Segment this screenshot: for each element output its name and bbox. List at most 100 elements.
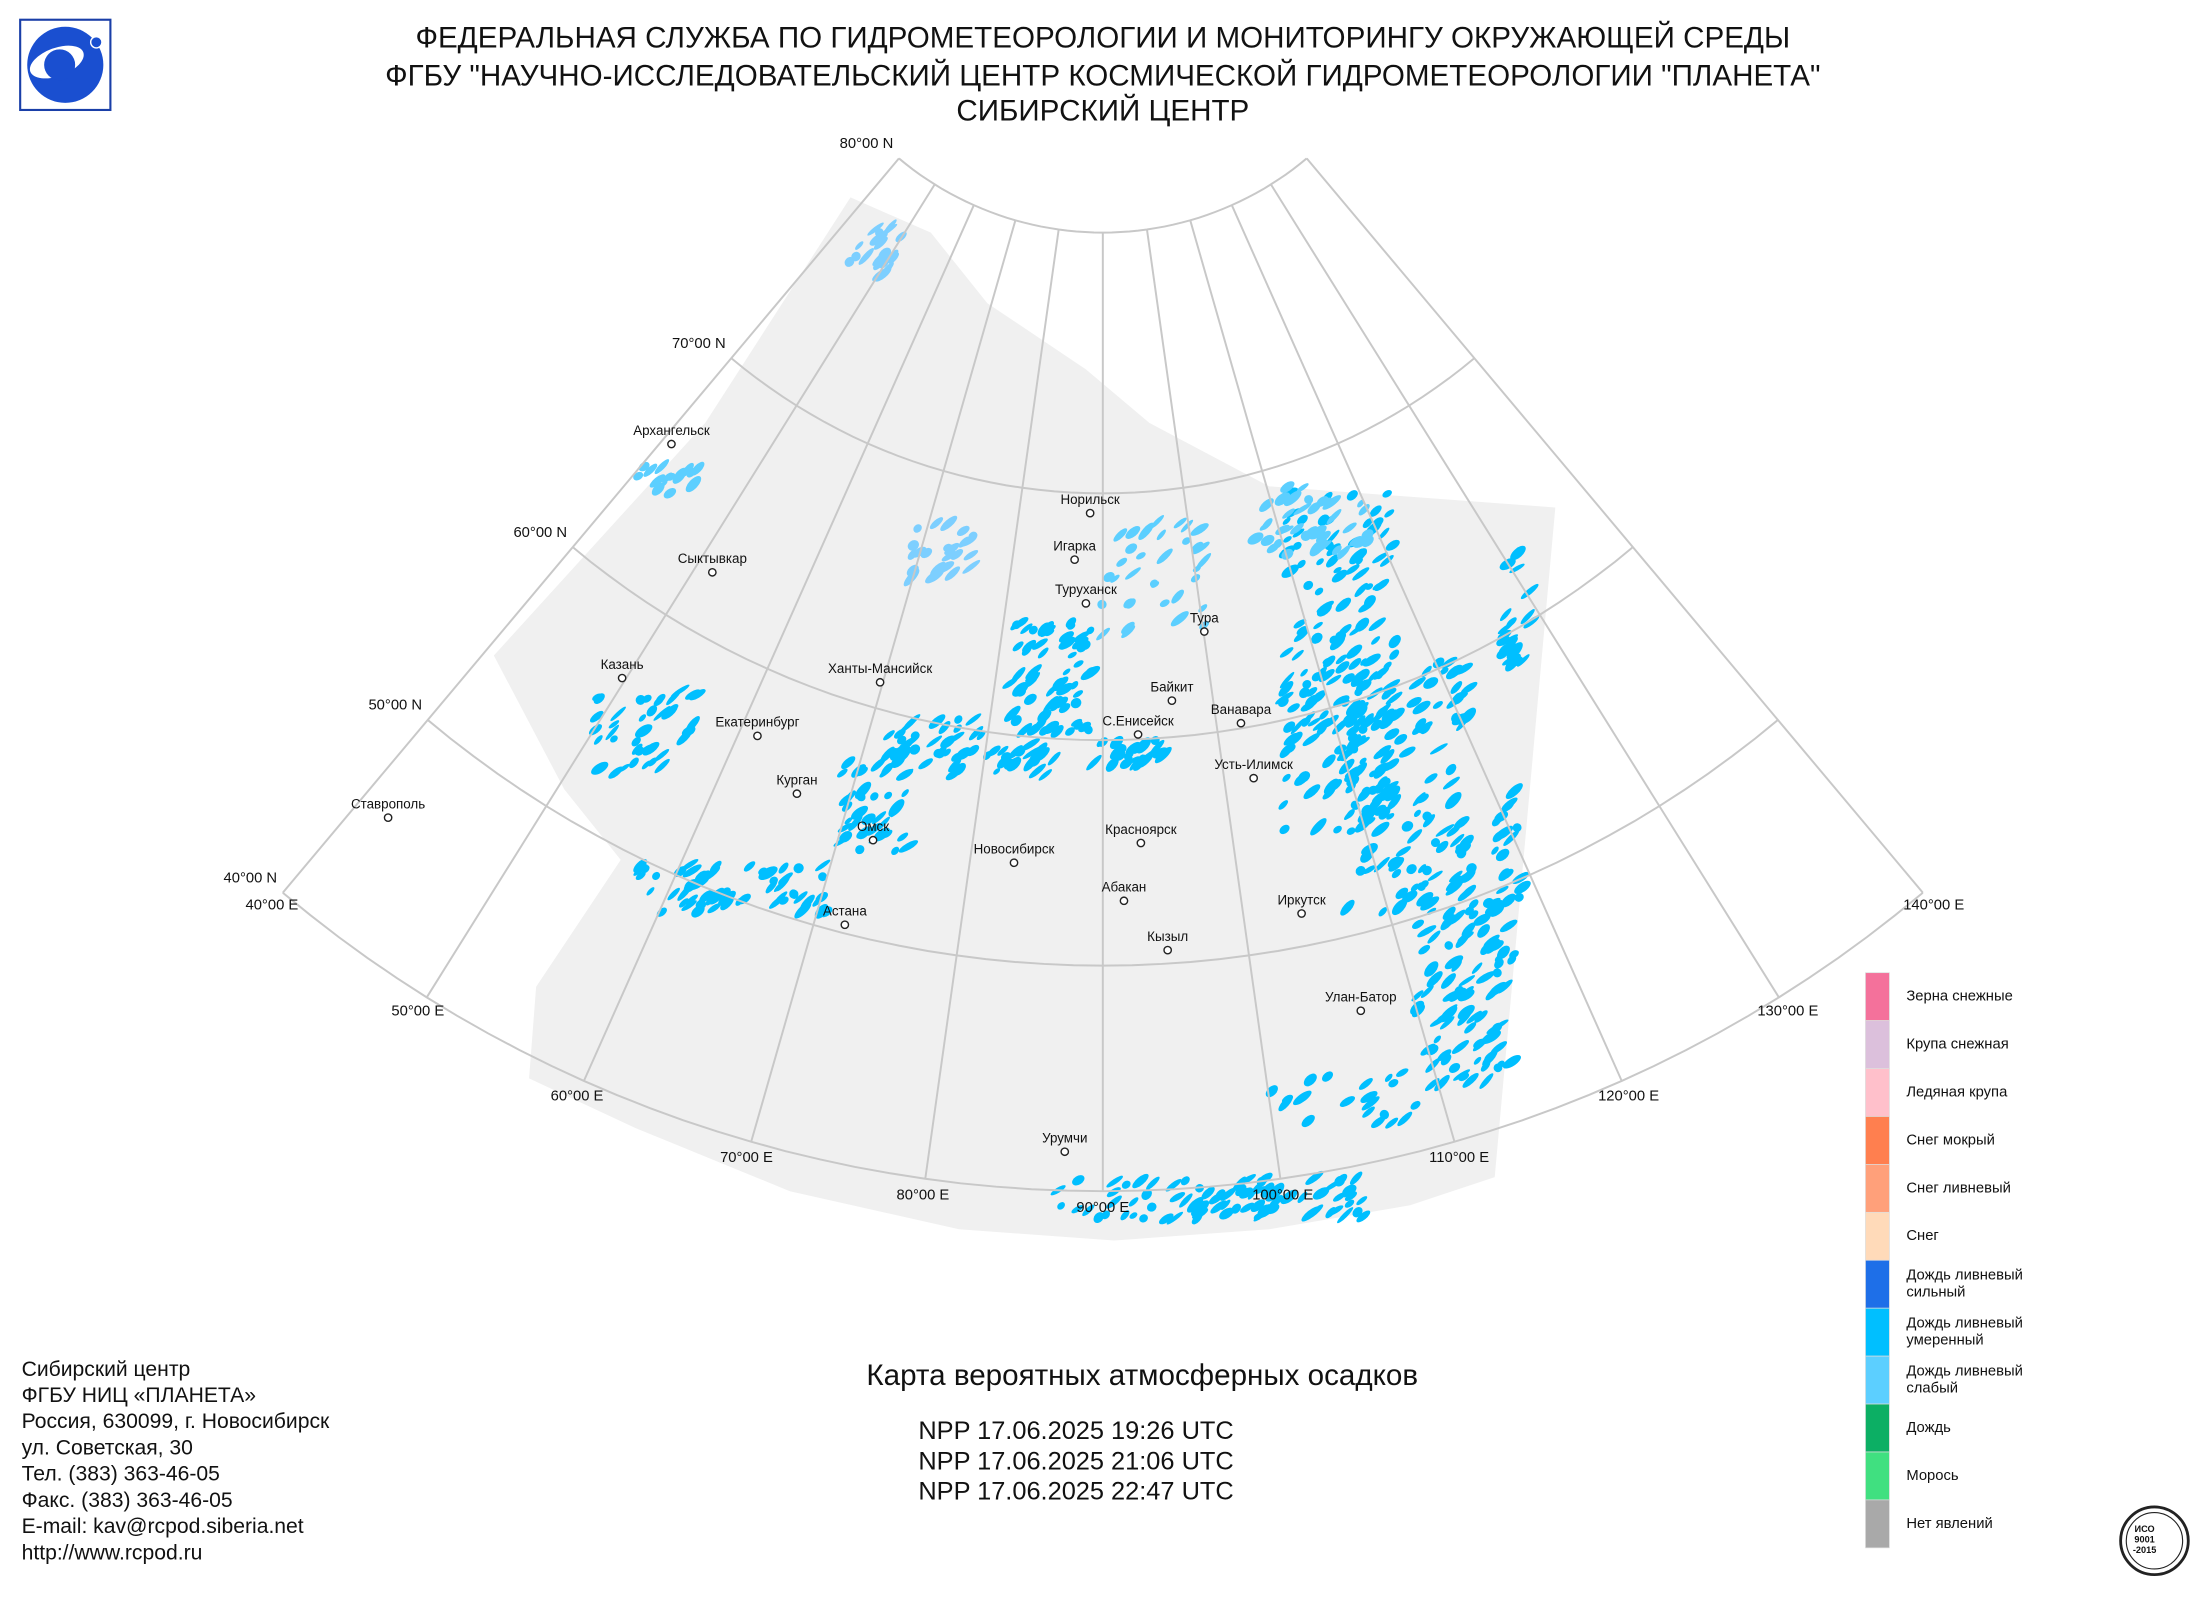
precip-cell xyxy=(1486,1024,1500,1035)
precip-cell xyxy=(1360,849,1374,863)
iso-badge xyxy=(2119,1505,2190,1577)
precip-cell xyxy=(1418,944,1431,955)
precip-cell xyxy=(1311,632,1323,644)
precip-cell xyxy=(1138,522,1154,540)
precip-cell xyxy=(870,792,879,801)
precip-cell xyxy=(1391,869,1402,879)
precip-cell xyxy=(1303,1073,1317,1087)
precip-cell xyxy=(1371,1116,1386,1129)
precip-cell xyxy=(837,768,848,778)
precip-cell xyxy=(1512,823,1522,833)
precip-cell xyxy=(900,768,914,780)
precip-cell xyxy=(1050,724,1064,738)
precip-cell xyxy=(1316,558,1324,566)
precip-cell xyxy=(1374,804,1387,816)
precip-cell xyxy=(901,789,909,798)
precip-cell xyxy=(1282,517,1291,525)
lat-label: 60°00 N xyxy=(513,525,567,541)
contact-line: ФГБУ НИЦ «ПЛАНЕТА» xyxy=(22,1384,256,1407)
precip-cell xyxy=(1417,925,1437,938)
city-label: Красноярск xyxy=(1105,822,1177,837)
precip-cell xyxy=(954,715,963,724)
precip-cell xyxy=(605,724,620,741)
precip-cell xyxy=(1292,1090,1312,1106)
precip-cell xyxy=(1388,634,1401,649)
precip-cell xyxy=(1358,1077,1373,1090)
precip-cell xyxy=(1121,756,1140,768)
precip-cell xyxy=(1067,651,1077,659)
precip-cell xyxy=(1344,1199,1355,1208)
precip-cell xyxy=(1299,687,1310,699)
precip-cell xyxy=(709,860,722,873)
precip-cell xyxy=(1309,539,1326,557)
city-label: С.Енисейск xyxy=(1102,713,1173,728)
precip-cell xyxy=(593,693,605,705)
precip-cell xyxy=(1290,523,1304,535)
precip-cell xyxy=(1121,1180,1131,1189)
precip-cell xyxy=(1365,713,1374,723)
legend-swatch xyxy=(1865,1068,1890,1117)
precip-cell xyxy=(591,761,609,775)
city-label: Байкит xyxy=(1150,679,1193,694)
precip-cell xyxy=(1279,671,1295,689)
precip-cell xyxy=(1109,746,1122,760)
precip-cell xyxy=(1360,1091,1378,1103)
precip-cell xyxy=(1391,898,1408,916)
lon-label: 70°00 E xyxy=(720,1150,773,1166)
precip-cell xyxy=(1073,630,1090,642)
coverage-area xyxy=(493,197,1556,1241)
precip-cell xyxy=(1454,985,1464,995)
precip-cell xyxy=(1302,732,1321,747)
precip-cell xyxy=(1078,721,1092,733)
precip-cell xyxy=(1116,557,1128,567)
precip-cell xyxy=(1275,691,1294,705)
lat-label: 50°00 N xyxy=(368,698,422,714)
precip-cell xyxy=(1499,608,1512,622)
precip-cell xyxy=(1220,1187,1236,1201)
precip-cell xyxy=(1458,834,1474,850)
precip-cell xyxy=(1317,605,1329,615)
precip-cell xyxy=(1101,1210,1110,1220)
precip-cell xyxy=(654,459,670,475)
precip-cell xyxy=(1190,523,1209,536)
precip-cell xyxy=(1093,1212,1104,1224)
precip-cell xyxy=(1477,924,1490,938)
precip-cell xyxy=(1435,824,1455,837)
precip-cell xyxy=(1288,731,1303,746)
precip-cell xyxy=(661,472,673,483)
precip-cell xyxy=(815,859,831,872)
precip-cell xyxy=(1293,619,1307,629)
map: 80°00 N 70°00 N 60°00 N 50°00 N 40°00 N 40°00… xyxy=(223,136,1964,1241)
precip-cell xyxy=(1412,700,1431,715)
meridian xyxy=(425,183,936,998)
precip-cell xyxy=(1520,583,1539,600)
lon-label: 50°00 E xyxy=(391,1004,444,1020)
precip-cell xyxy=(1135,737,1151,754)
precip-cell xyxy=(1072,1175,1085,1186)
precip-cell xyxy=(690,461,705,476)
precip-cell xyxy=(936,745,947,757)
city-marker xyxy=(383,813,393,822)
contact-line: ул. Советская, 30 xyxy=(22,1436,193,1459)
precip-cell xyxy=(635,871,646,881)
precip-cell xyxy=(689,689,706,701)
precip-cell xyxy=(670,684,690,698)
lon-label: 110°00 E xyxy=(1429,1150,1489,1166)
cities: Архангельск Сыктывкар Казань Екатеринбург Ку… xyxy=(351,423,1397,1157)
precip-cell xyxy=(883,829,893,838)
city-marker xyxy=(1297,909,1306,918)
precip-cell xyxy=(778,862,789,874)
precip-cell xyxy=(638,714,647,722)
precip-cell xyxy=(1210,1200,1227,1214)
precip-cell xyxy=(1038,769,1053,781)
precip-cell xyxy=(1514,880,1531,895)
precip-cell xyxy=(1473,913,1491,926)
legend-swatch xyxy=(1865,1451,1890,1501)
precip-cell xyxy=(1384,728,1400,741)
precip-cell xyxy=(1364,595,1376,608)
precip-cell xyxy=(643,463,658,477)
precip-cell xyxy=(1150,514,1165,529)
precip-cell xyxy=(1417,882,1426,891)
precip-cell xyxy=(1180,1176,1190,1186)
precip-cell xyxy=(1065,727,1075,736)
